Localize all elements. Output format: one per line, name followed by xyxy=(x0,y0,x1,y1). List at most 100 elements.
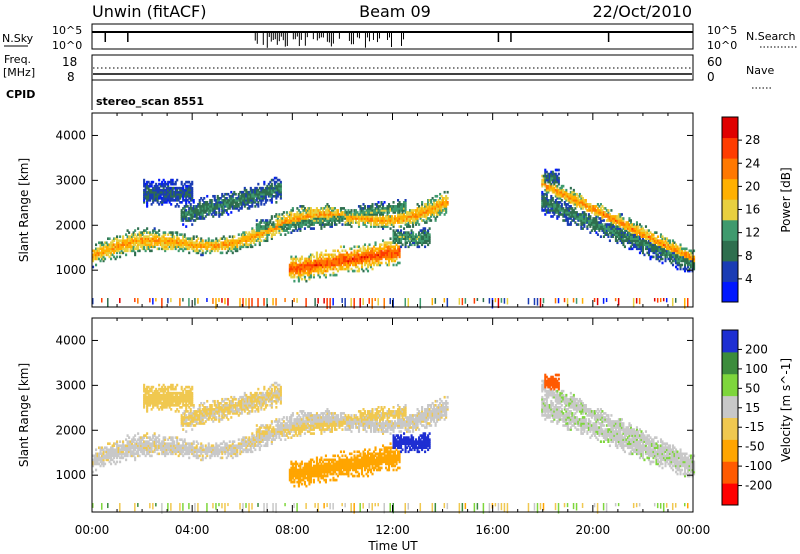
power-cell xyxy=(419,217,422,220)
power-cell xyxy=(676,259,679,263)
power-cell xyxy=(572,201,575,204)
power-cell xyxy=(686,257,690,261)
power-cell xyxy=(201,217,204,220)
power-cell xyxy=(622,243,625,247)
power-cell xyxy=(257,298,259,308)
power-cell xyxy=(342,253,346,257)
power-cell xyxy=(308,221,311,224)
power-cell xyxy=(398,205,401,208)
power-cell xyxy=(332,261,335,265)
power-cell xyxy=(560,184,563,188)
power-cell xyxy=(297,227,300,230)
power-cell xyxy=(583,211,586,214)
power-cell xyxy=(233,243,236,247)
power-cell xyxy=(126,235,129,238)
cpid-label: CPID xyxy=(6,88,35,101)
power-cell xyxy=(506,298,509,305)
power-cell xyxy=(297,277,300,281)
power-cell xyxy=(270,225,273,228)
power-cell xyxy=(116,247,119,251)
power-cell xyxy=(649,245,652,249)
power-cell xyxy=(641,241,645,245)
power-cell xyxy=(102,243,105,247)
power-cell xyxy=(565,196,568,200)
power-cell xyxy=(381,213,385,216)
velocity-cell xyxy=(105,452,108,456)
power-cell xyxy=(377,298,379,306)
power-cell xyxy=(622,217,625,220)
power-cell xyxy=(685,253,688,257)
power-cell xyxy=(655,237,658,241)
power-cell xyxy=(162,196,165,200)
power-cell xyxy=(607,235,610,238)
power-cell xyxy=(418,215,421,218)
power-cell xyxy=(547,180,550,184)
power-cell xyxy=(572,194,575,198)
power-cell xyxy=(372,209,376,212)
power-cell xyxy=(403,233,406,236)
power-cell xyxy=(312,217,315,220)
power-cell xyxy=(149,231,152,234)
power-cell xyxy=(245,198,248,202)
power-cell xyxy=(377,223,380,226)
nsky-drop xyxy=(254,33,256,41)
power-cell xyxy=(544,192,547,196)
power-cell xyxy=(225,245,228,249)
power-cell xyxy=(381,225,385,228)
power-cell xyxy=(218,205,221,208)
power-cell xyxy=(255,190,258,194)
power-cell xyxy=(182,192,185,196)
power-cell xyxy=(544,209,547,212)
power-cell xyxy=(674,265,678,269)
power-cell xyxy=(147,231,150,234)
power-cell xyxy=(640,245,643,249)
power-cell xyxy=(575,201,578,204)
power-cell xyxy=(215,207,218,210)
power-cell xyxy=(306,261,309,265)
power-cell xyxy=(356,265,359,269)
power-cell xyxy=(102,249,105,253)
power-cell xyxy=(197,251,200,255)
power-cell xyxy=(267,231,270,234)
power-cell xyxy=(424,221,427,224)
power-cell xyxy=(251,233,254,236)
nsky-drop xyxy=(292,33,294,40)
velocity-cell xyxy=(114,450,117,454)
nsky-drop xyxy=(390,33,392,48)
velocity-cell xyxy=(99,458,102,462)
power-cell xyxy=(680,249,684,253)
velocity-cell xyxy=(95,452,98,456)
power-cell xyxy=(132,241,135,245)
power-cell xyxy=(638,233,642,236)
power-cell xyxy=(156,247,159,251)
power-cell xyxy=(302,263,305,267)
power-cell xyxy=(389,243,392,247)
power-cell xyxy=(173,192,176,196)
power-cell xyxy=(404,221,407,224)
power-cell xyxy=(586,227,589,230)
power-cell xyxy=(674,255,678,259)
power-cell xyxy=(131,241,134,245)
power-cell xyxy=(149,237,152,241)
power-cell xyxy=(308,219,311,222)
power-cell xyxy=(152,188,155,192)
power-cell xyxy=(386,247,389,251)
power-cell xyxy=(366,247,370,251)
power-cell xyxy=(219,196,222,200)
power-cell xyxy=(378,249,382,253)
power-cell xyxy=(134,241,137,245)
power-cell xyxy=(185,203,188,206)
power-cell xyxy=(551,203,554,206)
power-cell xyxy=(401,215,404,218)
power-cell xyxy=(222,198,225,202)
power-cell xyxy=(628,229,631,232)
power-cell xyxy=(276,190,279,194)
power-cell xyxy=(664,259,667,263)
power-cell xyxy=(164,194,167,198)
power-cell xyxy=(395,263,398,267)
power-cell xyxy=(258,221,261,224)
power-cell xyxy=(263,227,266,230)
power-cell xyxy=(572,209,575,212)
power-cell xyxy=(270,237,273,241)
nsky-drop xyxy=(286,33,288,46)
